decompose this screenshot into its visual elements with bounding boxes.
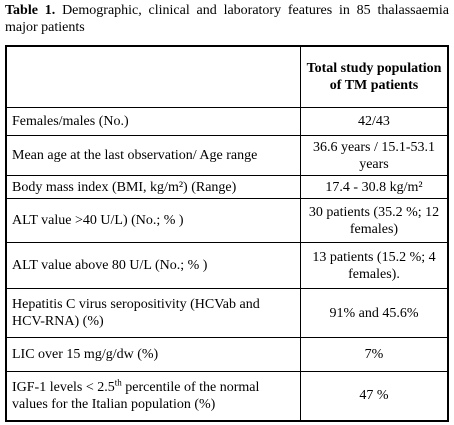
cell-text: 42/43 (358, 114, 390, 129)
table-row: IGF-1 levels < 2.5th percentile of the n… (5, 371, 449, 421)
table-cell: Females/males (No.) (5, 107, 301, 136)
header-cell: Total study population of TM patients (300, 45, 449, 108)
data-table: Total study population of TM patients Fe… (5, 45, 449, 422)
cell-text: Mean age at the last observation/ Age ra… (12, 148, 258, 163)
table-cell: Mean age at the last observation/ Age ra… (5, 135, 301, 176)
table-row: ALT value >40 U/L) (No.; % ) 30 patients … (5, 198, 449, 243)
cell-text: IGF-1 levels < 2.5 (12, 379, 115, 395)
cell-text: Body mass index (BMI, kg/m²) (Range) (12, 179, 237, 195)
superscript: th (114, 377, 122, 388)
table-cell: 13 patients (15.2 %; 4 females). (300, 242, 449, 289)
caption: Table 1. Demographic, clinical and labor… (5, 2, 449, 36)
cell-text: 13 patients (15.2 %; 4 females). (312, 249, 436, 282)
caption-label: Table 1. (5, 3, 56, 18)
cell-text: ALT value >40 U/L) (No.; % ) (12, 213, 184, 228)
table-row: Hepatitis C virus seropositivity (HCVab … (5, 288, 449, 338)
table-cell: Body mass index (BMI, kg/m²) (Range) (5, 175, 301, 199)
cell-text: 91% and 45.6% (329, 305, 419, 321)
cell-text: ALT value above 80 U/L (No.; % ) (12, 258, 208, 273)
table-row: LIC over 15 mg/g/dw (%) 7% (5, 337, 449, 372)
table-row: ALT value above 80 U/L (No.; % ) 13 patie… (5, 242, 449, 289)
table-cell: ALT value above 80 U/L (No.; % ) (5, 242, 301, 289)
table-cell: 47 % (300, 371, 449, 421)
table-cell: 7% (300, 337, 449, 372)
table-body: Females/males (No.) 42/43 Mean age at the … (5, 107, 449, 421)
table-cell: ALT value >40 U/L) (No.; % ) (5, 198, 301, 243)
table-cell: LIC over 15 mg/g/dw (%) (5, 337, 301, 372)
table-cell: 36.6 years / 15.1-53.1 years (300, 135, 449, 176)
header-row: Total study population of TM patients (5, 45, 449, 108)
cell-text: 30 patients (35.2 %; 12 females) (308, 204, 440, 237)
cell-text: 47 % (359, 388, 389, 404)
table-cell: 42/43 (300, 107, 449, 136)
cell-text: Hepatitis C virus seropositivity (HCVab … (12, 297, 260, 329)
table-cell: IGF-1 levels < 2.5th percentile of the n… (5, 371, 301, 421)
table-cell: 91% and 45.6% (300, 288, 449, 338)
cell-text: Females/males (No.) (12, 114, 129, 129)
table-row: Mean age at the last observation/ Age ra… (5, 135, 449, 176)
cell-text: 7% (364, 347, 384, 362)
cell-text: 36.6 years / 15.1-53.1 years (312, 139, 436, 172)
cell-text: percentile of the normal values for the … (12, 379, 260, 412)
table-cell: 17.4 - 30.8 kg/m² (300, 175, 449, 199)
table-head: Total study population of TM patients (5, 45, 449, 108)
table-cell: 30 patients (35.2 %; 12 females) (300, 198, 449, 243)
caption-text: Demographic, clinical and laboratory fea… (5, 3, 450, 35)
table-row: Body mass index (BMI, kg/m²) (Range) 17.4… (5, 175, 449, 199)
cell-text: LIC over 15 mg/g/dw (%) (12, 347, 159, 362)
table-row: Females/males (No.) 42/43 (5, 107, 449, 136)
cell-text: 17.4 - 30.8 kg/m² (325, 179, 423, 195)
table-cell: Hepatitis C virus seropositivity (HCVab … (5, 288, 301, 338)
header-cell (5, 45, 301, 108)
